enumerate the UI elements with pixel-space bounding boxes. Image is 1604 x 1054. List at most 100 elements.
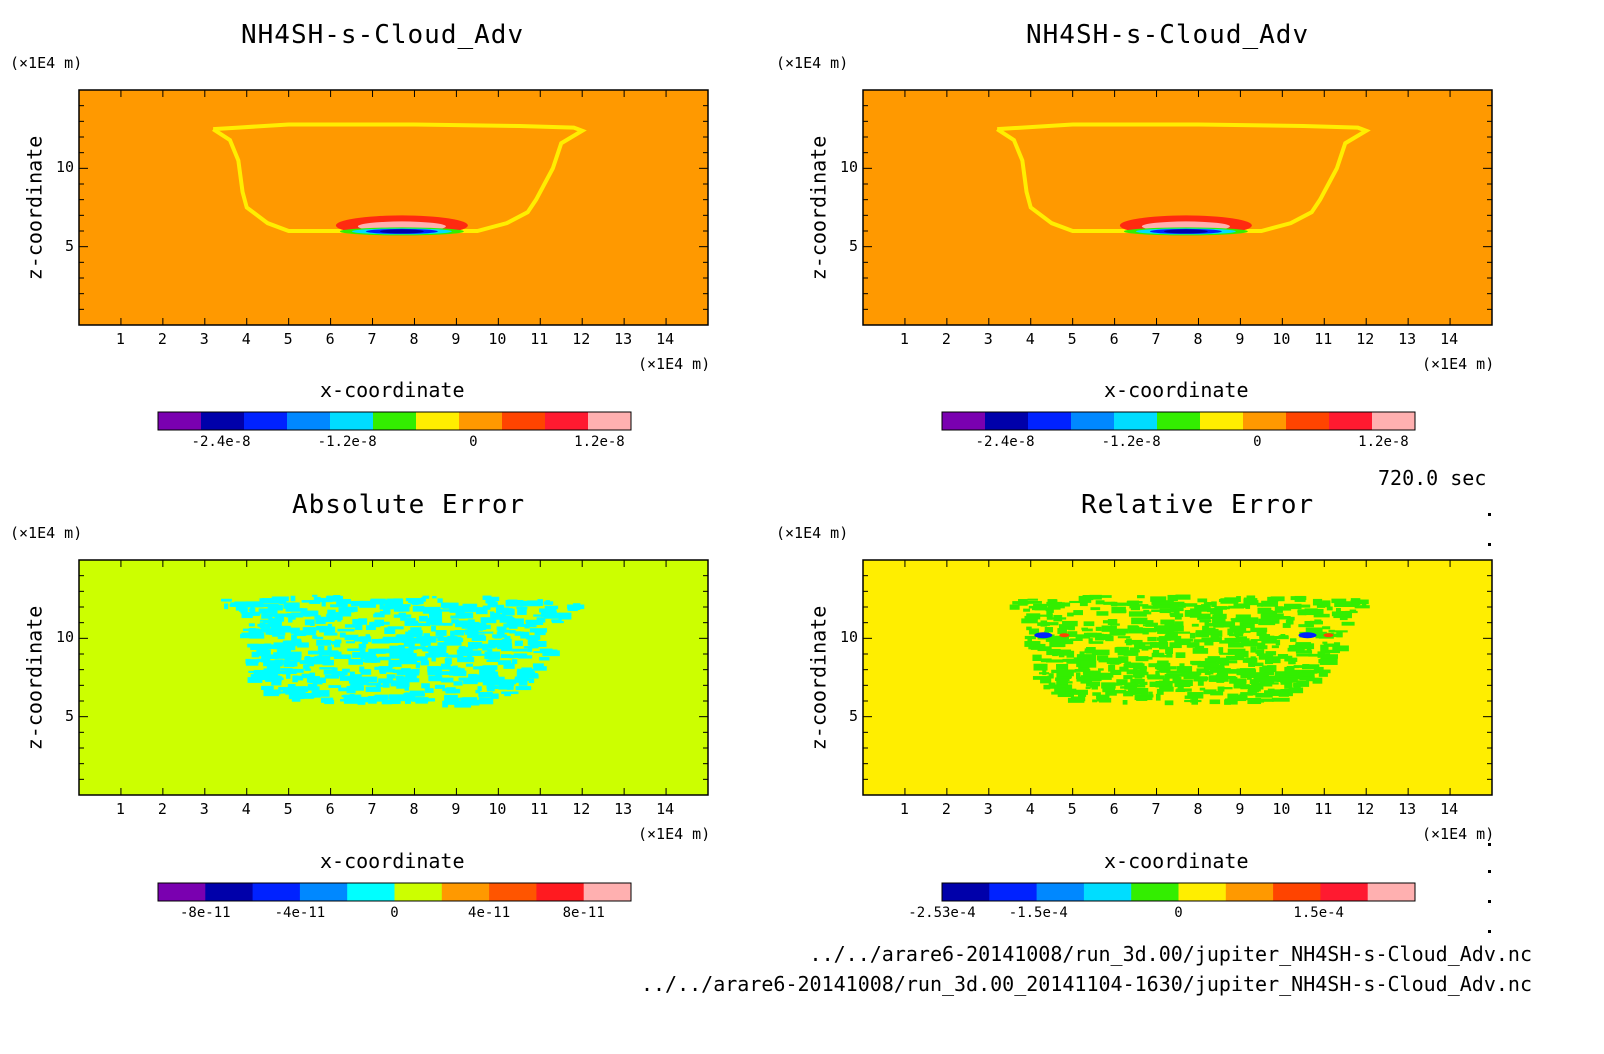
error-speckle [1278,691,1289,697]
error-speckle [533,614,548,617]
x-tick-labels: 1 2 3 4 5 6 7 8 9 10 11 12 13 14 [79,800,708,820]
x-tick-label: 13 [1398,330,1417,348]
error-speckle [532,663,544,668]
error-speckle [440,602,450,608]
error-speckle [400,618,416,621]
error-speckle [336,600,348,607]
error-speckle [1250,646,1257,653]
error-speckle [533,651,544,654]
error-speckle [1312,598,1323,606]
error-speckle [411,697,429,702]
error-speckle [349,685,365,691]
error-speckle [1107,619,1118,626]
error-speckle [1092,699,1098,703]
error-speckle [1103,601,1116,605]
error-speckle [1023,608,1031,612]
error-speckle [1128,640,1140,645]
error-speckle [486,685,499,690]
error-speckle [1235,629,1241,634]
colorbar-tick-label: -2.4e-8 [975,434,1035,450]
error-speckle [480,617,497,624]
error-speckle [539,648,553,652]
error-speckle [264,643,272,649]
colorbar-swatch [1225,883,1274,901]
error-speckle [1216,657,1229,665]
error-speckle [1220,598,1239,604]
error-speckle [500,654,512,659]
error-speckle [1229,633,1244,637]
error-speckle [1168,631,1178,637]
x-tick-label: 13 [1398,800,1417,818]
error-speckle [509,617,516,625]
error-speckle [283,645,289,650]
plot-frame [78,89,709,326]
error-speckle [1172,676,1182,684]
error-speckle [441,677,454,683]
colorbar-swatch [1178,883,1227,901]
error-speckle [1147,636,1157,642]
anomaly-contour [379,229,424,234]
error-speckle [323,669,337,675]
error-speckle [270,676,283,680]
error-speckle [352,652,370,658]
error-speckle [374,619,385,627]
error-speckle [358,618,368,625]
x-tick-label: 5 [283,800,293,818]
error-speckle [1285,619,1294,625]
error-speckle [329,651,342,657]
error-speckle [1334,601,1351,608]
error-speckle [410,627,422,633]
error-speckle [1130,678,1145,685]
error-speckle [1067,697,1085,703]
error-speckle [1241,638,1250,644]
error-speckle [245,601,264,608]
colorbar-swatch [1372,412,1416,430]
error-speckle [1203,667,1217,671]
error-speckle [353,636,364,642]
error-speckle [531,640,547,647]
error-speckle [403,693,416,698]
error-speckle [421,643,428,646]
heatmap-plot [78,559,709,796]
error-speckle [521,667,533,670]
error-speckle [422,610,430,614]
error-speckle [444,658,452,665]
error-speckle [1175,689,1185,693]
error-speckle [1287,670,1297,676]
error-speckle [1265,671,1275,676]
error-speckle [1271,645,1279,649]
x-tick-label: 9 [1235,800,1245,818]
error-speckle [373,657,391,661]
error-speckle [1299,676,1315,681]
error-speckle [1059,649,1072,655]
error-speckle [304,668,311,671]
z-tick-labels: 5 10 [40,90,74,325]
error-speckle [418,622,431,627]
x-axis-label: x-coordinate [1104,378,1249,402]
error-speckle [291,634,297,642]
error-speckle [1104,683,1123,686]
error-speckle [1089,594,1102,600]
colorbar-tick-label: 1.5e-4 [1293,905,1344,921]
error-speckle [515,686,532,691]
error-speckle [1028,605,1046,609]
error-speckle [1191,623,1199,627]
error-speckle [1158,665,1165,673]
error-speckle [1110,601,1118,607]
error-speckle [229,603,237,607]
error-speckle [1250,639,1261,642]
separator-dot [1488,513,1491,516]
error-speckle [1040,620,1048,627]
error-speckle [381,648,399,654]
error-speckle [463,678,478,685]
colorbar-swatch [244,412,288,430]
error-speckle [261,613,273,619]
error-speckle [1042,670,1047,676]
error-speckle [1169,625,1184,632]
x-tick-label: 10 [488,800,507,818]
error-speckle [1229,678,1247,684]
error-speckle [1211,628,1219,636]
error-speckle [316,616,335,623]
error-speckle [471,635,487,642]
colorbar-ticks: -2.4e-8 -1.2e-8 0 1.2e-8 [942,434,1415,454]
